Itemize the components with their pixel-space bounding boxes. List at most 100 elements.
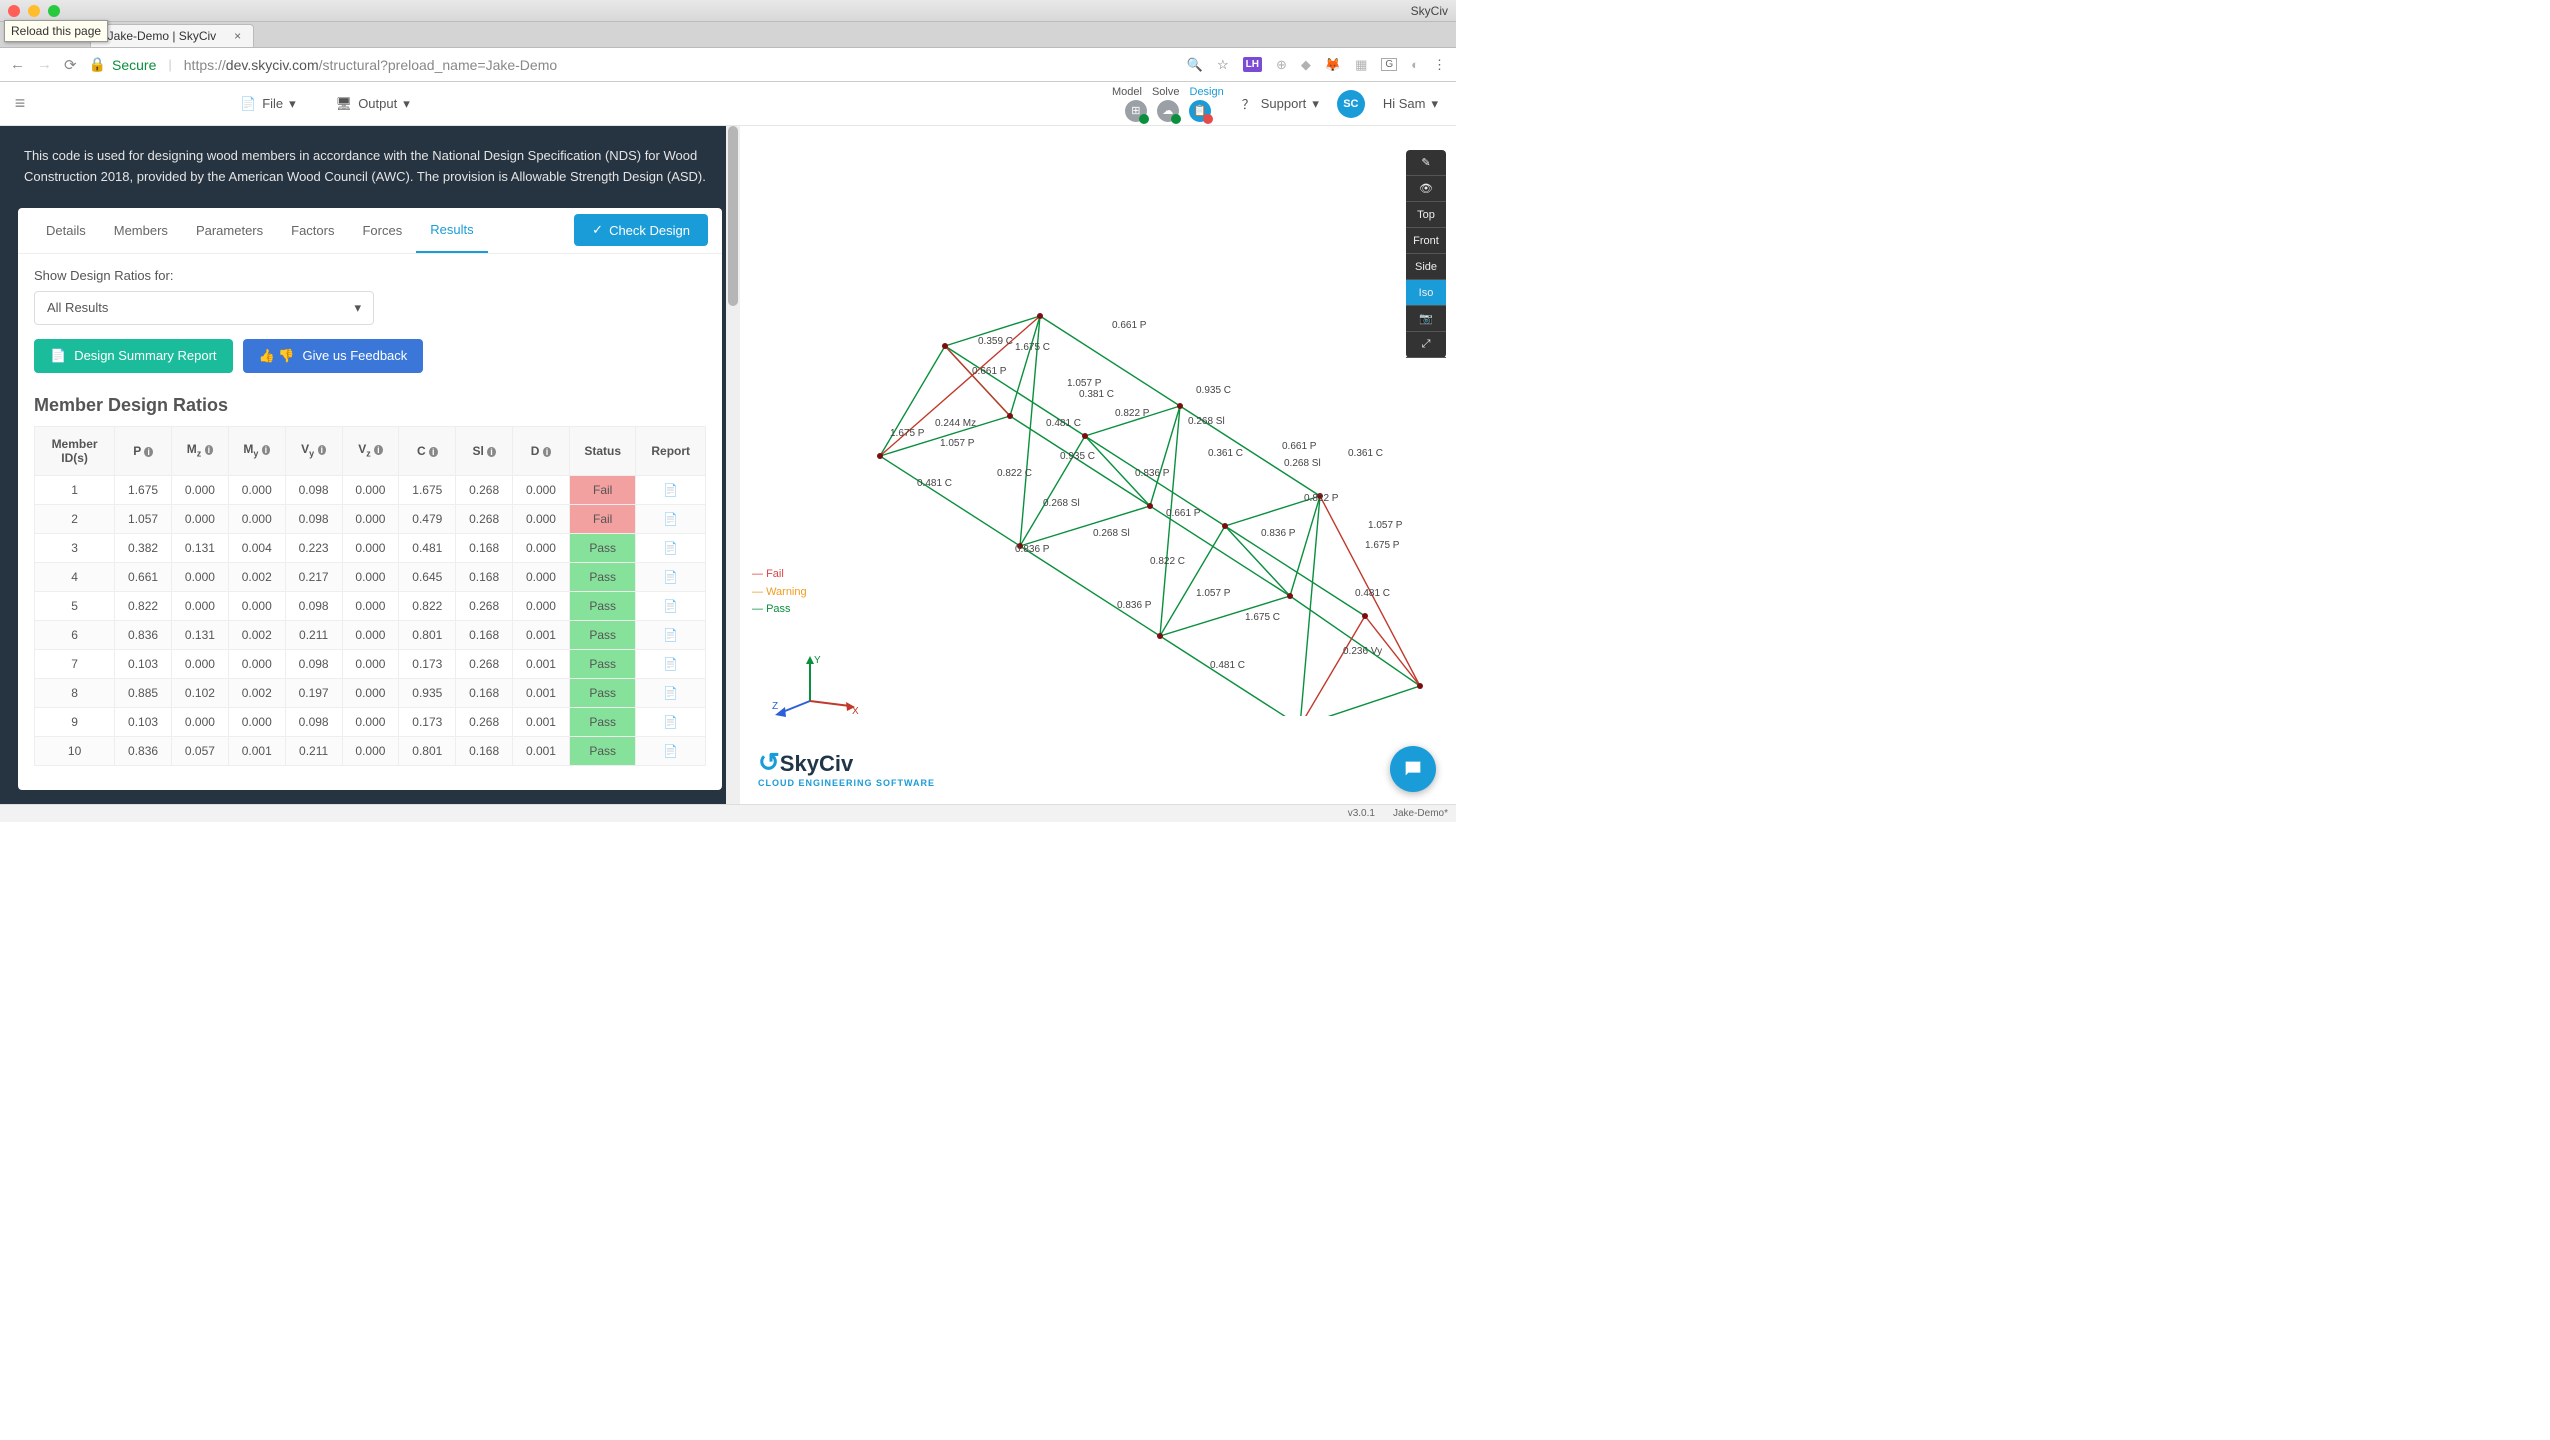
extension-lh-icon[interactable]: LH (1243, 57, 1262, 72)
report-icon[interactable]: 📄 (636, 736, 706, 765)
mac-max-icon[interactable] (48, 5, 60, 17)
cell: 0.000 (171, 707, 228, 736)
file-menu[interactable]: 📄 File ▾ (240, 96, 296, 112)
ratios-table: MemberID(s)P iMz iMy iVy iVz iC iSl iD i… (34, 426, 706, 766)
table-row: 21.0570.0000.0000.0980.0000.4790.2680.00… (35, 504, 706, 533)
cell: 0.000 (171, 562, 228, 591)
forward-icon[interactable]: → (37, 56, 52, 73)
cell: 0.217 (285, 562, 342, 591)
scrollbar-thumb[interactable] (728, 126, 738, 306)
truss-diagram: 1.675 P0.244 Mz1.057 P0.481 C0.359 C0.66… (760, 156, 1440, 716)
check-design-button[interactable]: ✓ Check Design (574, 214, 708, 246)
view-tool-side[interactable]: Side (1406, 254, 1446, 280)
ext-icon[interactable]: G (1381, 58, 1397, 71)
tab-details[interactable]: Details (32, 209, 100, 252)
report-icon[interactable]: 📄 (636, 475, 706, 504)
hamburger-icon[interactable]: ≡ (0, 93, 40, 114)
star-icon[interactable]: ☆ (1217, 57, 1229, 73)
table-row: 100.8360.0570.0010.2110.0000.8010.1680.0… (35, 736, 706, 765)
mac-close-icon[interactable] (8, 5, 20, 17)
reload-icon[interactable]: ⟳ (64, 56, 77, 74)
back-icon[interactable]: ← (10, 56, 25, 73)
tab-solve[interactable]: Solve (1152, 86, 1180, 98)
legend-warning: — Warning (752, 584, 807, 602)
file-label: File (262, 96, 283, 111)
report-icon[interactable]: 📄 (636, 533, 706, 562)
cell: 0.098 (285, 591, 342, 620)
tab-results[interactable]: Results (416, 208, 487, 253)
cell: 0.268 (456, 504, 513, 533)
view-tool-[interactable]: 📷 (1406, 306, 1446, 332)
solve-status-icon[interactable]: ☁ (1157, 100, 1179, 122)
ext-icon[interactable]: ◐ (1411, 57, 1419, 72)
cell: 0.211 (285, 620, 342, 649)
tab-parameters[interactable]: Parameters (182, 209, 277, 252)
ext-icon[interactable]: ◆ (1301, 57, 1311, 73)
report-icon[interactable]: 📄 (636, 678, 706, 707)
scrollbar-track[interactable] (726, 126, 740, 804)
cell: 0.001 (513, 736, 570, 765)
ext-icon[interactable]: 🦊 (1325, 57, 1341, 73)
svg-text:0.935 C: 0.935 C (1060, 451, 1095, 462)
cell: 2 (35, 504, 115, 533)
view-toolbar: ✎👁TopFrontSideIso📷⤢ (1406, 150, 1446, 358)
output-menu[interactable]: 🖥 Output ▾ (336, 96, 410, 112)
ext-icon[interactable]: ⊕ (1276, 57, 1287, 73)
design-card: DetailsMembersParametersFactorsForcesRes… (18, 208, 722, 790)
window-app-name: SkyCiv (1411, 4, 1448, 18)
report-icon[interactable]: 📄 (636, 562, 706, 591)
tab-forces[interactable]: Forces (348, 209, 416, 252)
viewport-legend: — Fail — Warning — Pass (752, 566, 807, 619)
ext-icon[interactable]: ▦ (1355, 57, 1367, 73)
thumbs-icon: 👍 👎 (259, 348, 295, 364)
cell: 0.645 (399, 562, 456, 591)
tab-design[interactable]: Design (1190, 86, 1224, 98)
ratios-filter-dropdown[interactable]: All Results ▾ (34, 291, 374, 325)
report-icon[interactable]: 📄 (636, 504, 706, 533)
feedback-button[interactable]: 👍 👎 Give us Feedback (243, 339, 424, 373)
file-icon: 📄 (240, 96, 256, 112)
svg-text:1.057 P: 1.057 P (1067, 378, 1102, 389)
model-status-icon[interactable]: ⊞ (1125, 100, 1147, 122)
svg-text:0.822 P: 0.822 P (1115, 408, 1150, 419)
tab-close-icon[interactable]: × (234, 29, 241, 43)
svg-text:0.822 C: 0.822 C (997, 468, 1032, 479)
3d-viewport[interactable]: 1.675 P0.244 Mz1.057 P0.481 C0.359 C0.66… (740, 126, 1456, 804)
cell: 0.000 (171, 504, 228, 533)
browser-menu-icon[interactable]: ⋮ (1433, 57, 1446, 73)
design-status-icon[interactable]: 📋 (1189, 100, 1211, 122)
support-menu[interactable]: ？ Support ▾ (1242, 94, 1319, 113)
summary-report-button[interactable]: 📄 Design Summary Report (34, 339, 233, 373)
url-field[interactable]: https://dev.skyciv.com/structural?preloa… (184, 57, 557, 73)
chevron-down-icon: ▾ (1312, 96, 1319, 112)
document-icon: 📄 (50, 348, 66, 364)
cell: 0.211 (285, 736, 342, 765)
user-menu[interactable]: Hi Sam ▾ (1383, 96, 1438, 112)
report-icon[interactable]: 📄 (636, 591, 706, 620)
report-icon[interactable]: 📄 (636, 707, 706, 736)
cell: 0.000 (228, 475, 285, 504)
report-icon[interactable]: 📄 (636, 649, 706, 678)
browser-tab[interactable]: *Jake-Demo | SkyCiv × (90, 24, 254, 47)
view-tool-[interactable]: ⤢ (1406, 332, 1446, 358)
report-icon[interactable]: 📄 (636, 620, 706, 649)
user-avatar[interactable]: SC (1337, 90, 1365, 118)
user-greeting: Hi Sam (1383, 96, 1426, 111)
svg-text:Z: Z (772, 701, 778, 712)
view-tool-top[interactable]: Top (1406, 202, 1446, 228)
chat-launcher[interactable] (1390, 746, 1436, 792)
cell: 0.822 (115, 591, 172, 620)
mac-min-icon[interactable] (28, 5, 40, 17)
cell: 0.000 (342, 504, 399, 533)
svg-text:0.268 Sl: 0.268 Sl (1188, 416, 1225, 427)
cell: Pass (569, 649, 636, 678)
tab-factors[interactable]: Factors (277, 209, 348, 252)
search-icon[interactable]: 🔍 (1187, 57, 1203, 73)
view-tool-[interactable]: 👁 (1406, 176, 1446, 202)
view-tool-front[interactable]: Front (1406, 228, 1446, 254)
view-tool-[interactable]: ✎ (1406, 150, 1446, 176)
tab-model[interactable]: Model (1112, 86, 1142, 98)
tab-members[interactable]: Members (100, 209, 182, 252)
view-tool-iso[interactable]: Iso (1406, 280, 1446, 306)
col-vy: Vy i (285, 426, 342, 475)
